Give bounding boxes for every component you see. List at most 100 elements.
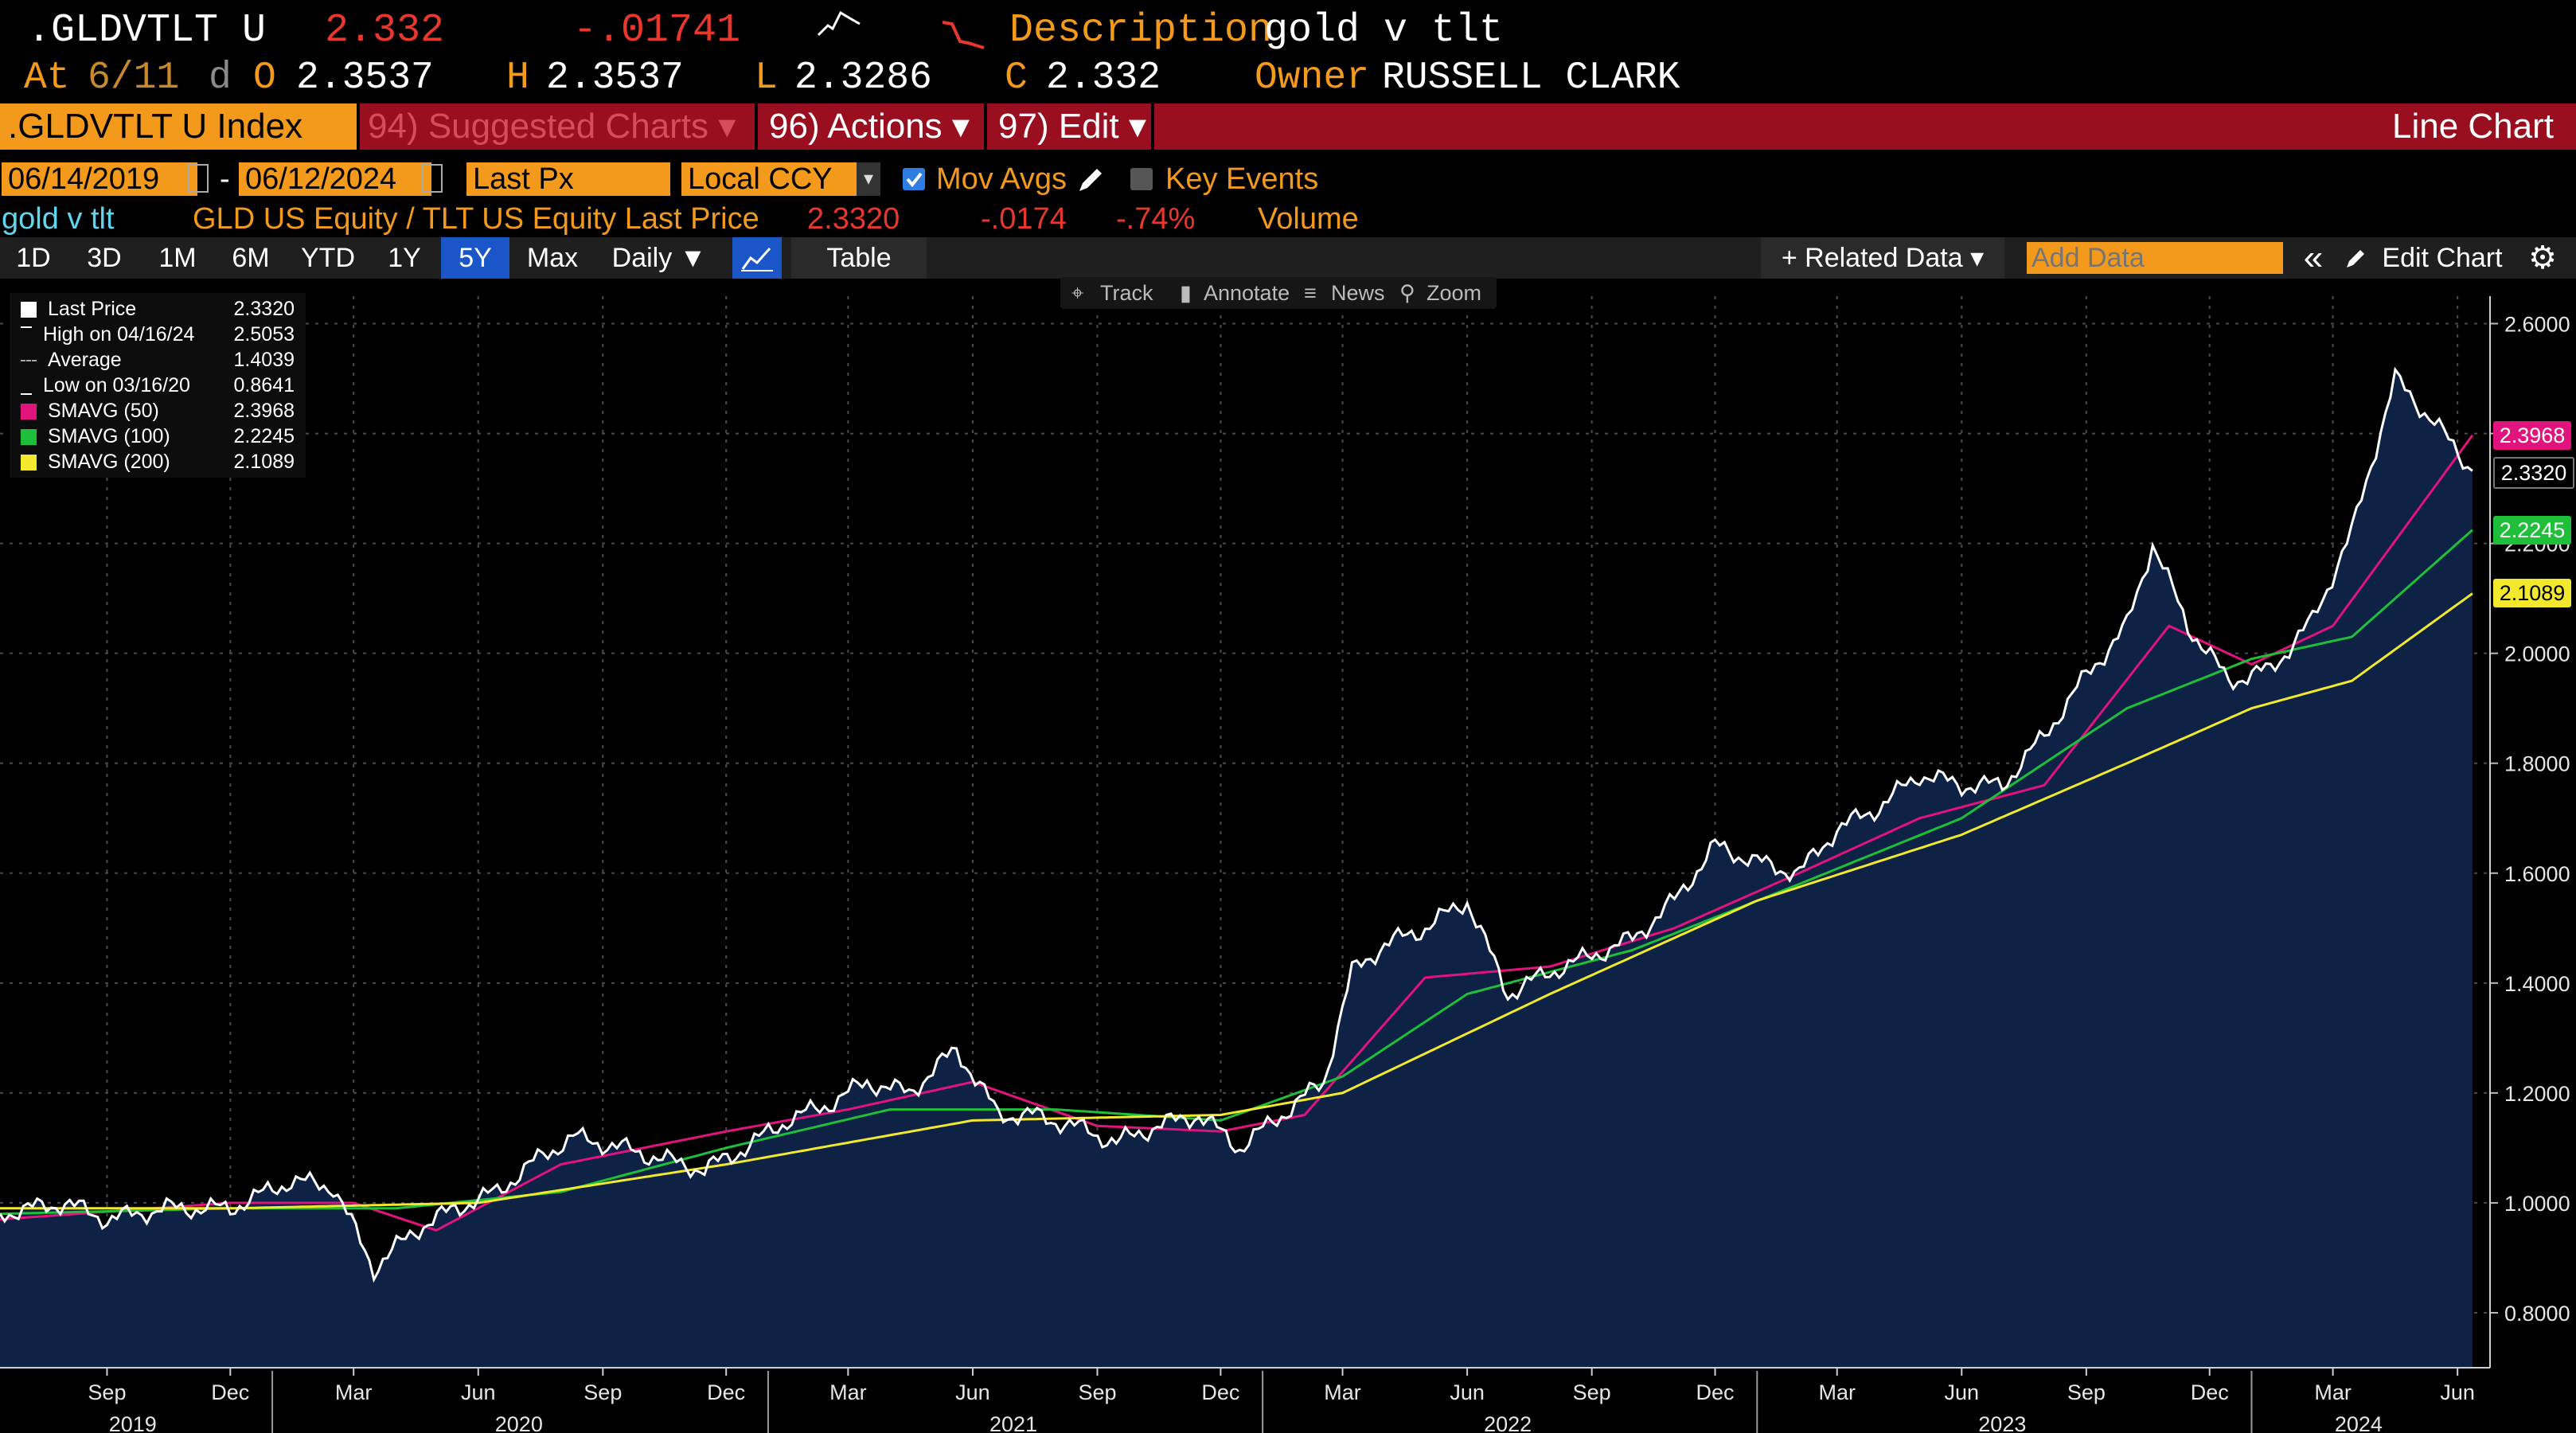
timeframe-5y[interactable]: 5Y	[441, 237, 509, 279]
calendar-icon[interactable]	[422, 164, 443, 193]
series-line-smavg-100-	[0, 529, 2473, 1216]
timeframe-3d[interactable]: 3D	[87, 243, 122, 273]
annotate-button[interactable]: Annotate	[1204, 281, 1290, 305]
currency-selector[interactable]: Local CCY	[681, 162, 877, 196]
series-change: -.0174	[981, 202, 1067, 236]
description-value: gold v tlt	[1264, 8, 1504, 53]
line-chart[interactable]: 0.8000 1.0000 1.2000 1.4000 1.6000 1.8000 2.00…	[0, 279, 2576, 1433]
x-month-label: Sep	[2067, 1380, 2106, 1404]
close-value: 2.332	[1046, 57, 1161, 100]
description-label: Description	[1009, 8, 1273, 53]
smavg-50-tag: 2.3968	[2493, 420, 2571, 450]
x-month-label: Mar	[335, 1380, 373, 1404]
legend-last-price: Last Price 2.3320	[21, 296, 299, 322]
timeframe-max[interactable]: Max	[526, 243, 579, 273]
security-field[interactable]: .GLDVTLT U Index	[0, 103, 357, 150]
x-month-label: Dec	[211, 1380, 249, 1404]
end-date-field[interactable]: 06/12/2024	[239, 162, 431, 196]
price-area-fill	[0, 369, 2473, 1368]
actions-menu[interactable]: 96) Actions ▾	[769, 107, 970, 146]
timeframe-ytd[interactable]: YTD	[301, 243, 355, 273]
owner-value: RUSSELL CLARK	[1382, 57, 1680, 100]
y-tick-label: 2.6000	[2504, 313, 2570, 337]
add-data-field[interactable]	[2027, 242, 2283, 274]
y-tick-label: 1.8000	[2504, 752, 2570, 776]
x-month-label: Mar	[1818, 1380, 1856, 1404]
collapse-icon[interactable]: «	[2303, 238, 2324, 277]
line-chart-icon[interactable]	[732, 237, 782, 279]
legend-smavg-50: SMAVG (50) 2.3968	[21, 398, 299, 424]
y-tick-label: 0.8000	[2504, 1302, 2570, 1326]
series-line-smavg-50-	[0, 434, 2474, 1232]
y-tick-label: 1.2000	[2504, 1082, 2570, 1106]
series-line-smavg-200-	[0, 592, 2473, 1210]
series-last: 2.3320	[807, 202, 900, 236]
smavg-200-tag: 2.1089	[2493, 579, 2571, 608]
table-button[interactable]: Table	[791, 237, 927, 279]
calendar-icon[interactable]	[188, 164, 209, 193]
x-month-label: Mar	[829, 1380, 867, 1404]
volume-label: Volume	[1258, 202, 1359, 236]
timeframe-1y[interactable]: 1Y	[388, 243, 421, 273]
series-name: gold v tlt	[2, 202, 115, 236]
x-month-label: Sep	[1573, 1380, 1611, 1404]
sparkline-down-icon	[942, 21, 985, 49]
x-month-label: Sep	[584, 1380, 622, 1404]
news-icon[interactable]: ≡	[1304, 281, 1317, 305]
last-price-tag: 2.3320	[2493, 456, 2574, 489]
green-swatch-icon	[21, 429, 37, 446]
edit-menu[interactable]: 97) Edit ▾	[998, 107, 1146, 146]
related-data-button[interactable]: + Related Data ▾	[1761, 237, 2004, 279]
timeframe-1m[interactable]: 1M	[158, 243, 197, 273]
crosshair-icon[interactable]: ⌖	[1071, 281, 1084, 305]
x-year-label: 2023	[1978, 1412, 2026, 1433]
start-date-field[interactable]: 06/14/2019	[2, 162, 197, 196]
zoom-icon[interactable]: ⚲	[1399, 281, 1415, 305]
low-marker-icon	[21, 377, 32, 396]
date-range-dash: -	[220, 162, 230, 196]
key-events-label: Key Events	[1165, 162, 1319, 196]
zoom-button[interactable]: Zoom	[1427, 281, 1482, 305]
add-data-input[interactable]	[2027, 242, 2283, 274]
suggested-charts-menu[interactable]: 94) Suggested Charts ▾	[368, 107, 736, 146]
frequency-selector[interactable]: Daily ▼	[611, 243, 707, 273]
timeframe-1d[interactable]: 1D	[16, 243, 51, 273]
series-line-last-price	[0, 366, 2473, 1283]
y-tick-label: 2.0000	[2504, 642, 2570, 666]
settings-gear-icon[interactable]: ⚙	[2528, 240, 2557, 275]
pencil-icon[interactable]	[1075, 164, 1107, 196]
field-selector[interactable]: Last Px	[466, 162, 670, 196]
low-value: 2.3286	[794, 57, 932, 100]
legend-high: High on 04/16/24 2.5053	[21, 322, 299, 347]
x-month-label: Dec	[2191, 1380, 2229, 1404]
d-label: d	[209, 57, 232, 100]
news-button[interactable]: News	[1331, 281, 1385, 305]
legend-average: Average 1.4039	[21, 347, 299, 373]
annotate-icon[interactable]: ▮	[1180, 281, 1192, 305]
x-month-label: Dec	[1696, 1380, 1735, 1404]
at-date: 6/11	[88, 57, 180, 100]
timeframe-6m[interactable]: 6M	[232, 243, 270, 273]
last-price: 2.332	[325, 8, 445, 53]
command-bar: .GLDVTLT U Index 94) Suggested Charts ▾ …	[0, 103, 2576, 150]
x-month-label: Mar	[2314, 1380, 2352, 1404]
x-month-label: Mar	[1324, 1380, 1361, 1404]
x-month-label: Jun	[955, 1380, 990, 1404]
y-tick-label: 1.0000	[2504, 1192, 2570, 1216]
owner-label: Owner	[1255, 57, 1370, 100]
x-month-label: Sep	[1078, 1380, 1116, 1404]
ticker: .GLDVTLT U	[27, 8, 267, 53]
x-year-label: 2019	[109, 1412, 157, 1433]
mov-avgs-label: Mov Avgs	[936, 162, 1067, 196]
track-button[interactable]: Track	[1100, 281, 1153, 305]
chevron-down-icon[interactable]: ▾	[857, 162, 880, 196]
x-year-label: 2024	[2335, 1412, 2383, 1433]
mov-avgs-checkbox[interactable]	[903, 168, 925, 190]
timeframe-toolbar: 1D 3D 1M 6M YTD 1Y 5Y Max Daily ▼ Table …	[0, 237, 2576, 279]
chart-tools-bar: ⌖ Track ▮ Annotate ≡ News ⚲ Zoom	[1060, 277, 1497, 309]
x-month-label: Jun	[1945, 1380, 1980, 1404]
x-month-label: Dec	[707, 1380, 745, 1404]
edit-chart-button[interactable]: Edit Chart	[2382, 243, 2503, 273]
x-year-label: 2021	[989, 1412, 1037, 1433]
key-events-checkbox[interactable]	[1130, 168, 1153, 190]
